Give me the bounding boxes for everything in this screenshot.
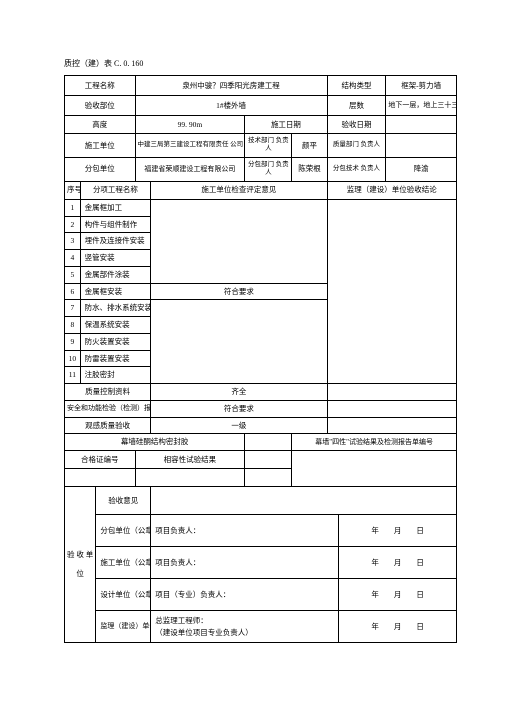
lbl-cert: 合格证编号 bbox=[65, 451, 136, 469]
form-table: 工程名称 泉州中骏？四季阳光房建工程 结构类型 框架-剪力墙 验收部位 1#楼外… bbox=[64, 75, 457, 643]
lbl-appear: 观感质量验收 bbox=[65, 417, 151, 434]
const-date: 年 月 日 bbox=[339, 547, 457, 579]
val-cunit: 中建三局第三建设工程有限责任 公司 bbox=[135, 134, 245, 158]
th-check: 施工单位检查评定意见 bbox=[151, 181, 327, 199]
sub-seal: 分包单位（公章）： bbox=[96, 515, 151, 547]
lbl-structure: 结构类型 bbox=[327, 76, 386, 96]
review-cell bbox=[151, 487, 457, 515]
lbl-qctrl: 质量控制资料 bbox=[65, 384, 151, 401]
val-safety: 符合要求 bbox=[151, 400, 327, 417]
form-code: 质控（建）表 C. 0. 160 bbox=[64, 58, 457, 69]
r3-n: 3 bbox=[65, 233, 81, 250]
r1-name: 金属框加工 bbox=[80, 199, 151, 216]
r3-name: 埋件及连接件安装 bbox=[80, 233, 151, 250]
val-tech: 颜平 bbox=[292, 134, 327, 158]
val-project: 泉州中骏？四季阳光房建工程 bbox=[135, 76, 327, 96]
val-adate bbox=[386, 116, 457, 134]
val-appear: 一级 bbox=[151, 417, 327, 434]
r8-name: 保温系统安装 bbox=[80, 317, 151, 334]
side-label: 验 收 单 位 bbox=[65, 487, 96, 643]
r9-n: 9 bbox=[65, 333, 81, 350]
sub-date: 年 月 日 bbox=[339, 515, 457, 547]
four-result bbox=[292, 451, 457, 487]
lbl-qdept: 质量部门 负责人 bbox=[327, 134, 386, 158]
safety-concl bbox=[327, 400, 456, 417]
r8-n: 8 bbox=[65, 317, 81, 334]
appear-concl bbox=[327, 417, 456, 434]
r6-name: 金属框安装 bbox=[80, 283, 151, 300]
r4-n: 4 bbox=[65, 250, 81, 267]
lbl-floors: 层数 bbox=[327, 96, 386, 116]
lbl-four: 幕墙"四性"试验结果及检测报告单编号 bbox=[292, 434, 457, 451]
th-seq: 序号 bbox=[65, 181, 81, 199]
lbl-height: 高度 bbox=[65, 116, 136, 134]
lbl-tech: 技术部门 负责人 bbox=[245, 134, 292, 158]
r1-5-check bbox=[151, 199, 327, 283]
lbl-cunit: 施工单位 bbox=[65, 134, 136, 158]
design-person: 项目（专业）负责人： bbox=[151, 579, 339, 611]
compat-gap bbox=[245, 451, 292, 469]
r2-name: 构件与组件制作 bbox=[80, 216, 151, 233]
lbl-sunit: 分包单位 bbox=[65, 157, 136, 181]
r7-name: 防水、排水系统安装 bbox=[80, 300, 151, 317]
th-concl: 监理（建设）单位验收结论 bbox=[327, 181, 456, 199]
design-date: 年 月 日 bbox=[339, 579, 457, 611]
compat-gap2 bbox=[245, 469, 292, 487]
val-part: 1#楼外墙 bbox=[135, 96, 327, 116]
concl-cell bbox=[327, 199, 456, 383]
lbl-adate: 验收日期 bbox=[327, 116, 386, 134]
const-seal: 施工单位（公章）： bbox=[96, 547, 151, 579]
sub-person: 项目负责人： bbox=[151, 515, 339, 547]
val-sunit: 福建省荣顺建设工程有限公司 bbox=[135, 157, 245, 181]
val-qctrl: 齐全 bbox=[151, 384, 327, 401]
lbl-project: 工程名称 bbox=[65, 76, 136, 96]
form-sheet: 质控（建）表 C. 0. 160 工程名称 泉州中骏？四季阳光房建工程 结构类型… bbox=[0, 0, 505, 663]
r10-n: 10 bbox=[65, 350, 81, 367]
r10-name: 防雷装置安装 bbox=[80, 350, 151, 367]
r9-name: 防火装置安装 bbox=[80, 333, 151, 350]
val-structure: 框架-剪力墙 bbox=[386, 76, 457, 96]
design-seal: 设计单位（公章）： bbox=[96, 579, 151, 611]
lbl-cdate: 施工日期 bbox=[245, 116, 327, 134]
lbl-compat: 相容性试验结果 bbox=[135, 451, 245, 469]
cert-val bbox=[65, 469, 136, 487]
val-sdept: 陈荣根 bbox=[292, 157, 327, 181]
r5-n: 5 bbox=[65, 266, 81, 283]
r7-n: 7 bbox=[65, 300, 81, 317]
chief-eng: 总监理工程师： bbox=[155, 616, 208, 625]
val-height: 99. 90m bbox=[135, 116, 245, 134]
build-spec: （建设单位项目专业负责人） bbox=[155, 628, 253, 637]
sup-date: 年 月 日 bbox=[339, 611, 457, 643]
th-name: 分项工程名称 bbox=[80, 181, 151, 199]
lbl-sealant: 幕墙硅酮结构密封胶 bbox=[65, 434, 245, 451]
r6-check: 符合要求 bbox=[151, 283, 327, 300]
val-qdept bbox=[386, 134, 457, 158]
lbl-part: 验收部位 bbox=[65, 96, 136, 116]
r5-name: 金属部件涂装 bbox=[80, 266, 151, 283]
sup-seal: 监理（建设）单位（公章）： bbox=[96, 611, 151, 643]
r11-n: 11 bbox=[65, 367, 81, 384]
lbl-sdept: 分包部门 负责人 bbox=[245, 157, 292, 181]
val-stech: 降渝 bbox=[386, 157, 457, 181]
lbl-safety: 安全和功能检验（检测）报告 bbox=[65, 400, 151, 417]
val-floors: 地下一层，地上三十三层 bbox=[386, 96, 457, 116]
lbl-stech: 分包技术 负责人 bbox=[327, 157, 386, 181]
sealant-gap bbox=[245, 434, 292, 451]
r4-name: 竖管安装 bbox=[80, 250, 151, 267]
r6-n: 6 bbox=[65, 283, 81, 300]
lbl-review: 验收意见 bbox=[96, 487, 151, 515]
r1-n: 1 bbox=[65, 199, 81, 216]
qctrl-concl bbox=[327, 384, 456, 401]
r2-n: 2 bbox=[65, 216, 81, 233]
sup-person: 总监理工程师： （建设单位项目专业负责人） bbox=[151, 611, 339, 643]
compat-val bbox=[135, 469, 245, 487]
r11-name: 注胶密封 bbox=[80, 367, 151, 384]
const-person: 项目负责人： bbox=[151, 547, 339, 579]
r7-11-check bbox=[151, 300, 327, 384]
